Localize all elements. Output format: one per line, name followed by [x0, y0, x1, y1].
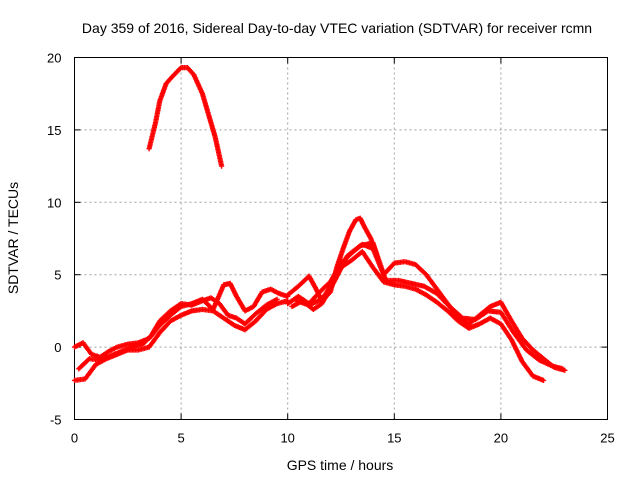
grid-lines [74, 57, 608, 420]
series-arc-e [285, 241, 568, 373]
y-tick-label: 5 [54, 268, 61, 283]
x-tick-label: 20 [494, 431, 508, 446]
data-point [560, 366, 566, 372]
y-tick-label: 0 [54, 340, 61, 355]
plot-frame [74, 57, 608, 420]
chart-title: Day 359 of 2016, Sidereal Day-to-day VTE… [82, 20, 592, 36]
y-tick-label: 20 [47, 51, 61, 66]
series-arc-g [293, 240, 566, 372]
y-tick-label: -5 [50, 413, 62, 428]
x-tick-label: 15 [387, 431, 401, 446]
y-tick-label: 10 [47, 195, 61, 210]
axis-ticks: 0 5 10 15 20 25 -5 0 5 10 15 20 [47, 51, 615, 446]
data-marks [71, 65, 568, 384]
series-arc-early-high [146, 65, 225, 169]
y-tick-label: 15 [47, 123, 61, 138]
x-tick-label: 0 [71, 431, 78, 446]
series-arc-c [76, 295, 280, 372]
x-axis-label: GPS time / hours [287, 457, 394, 473]
y-axis-label: SDTVAR / TECUs [5, 182, 21, 294]
x-tick-label: 5 [177, 431, 184, 446]
x-tick-label: 25 [600, 431, 614, 446]
data-point [540, 377, 547, 384]
x-tick-label: 10 [280, 431, 294, 446]
data-point [219, 163, 225, 169]
data-point [274, 296, 280, 302]
